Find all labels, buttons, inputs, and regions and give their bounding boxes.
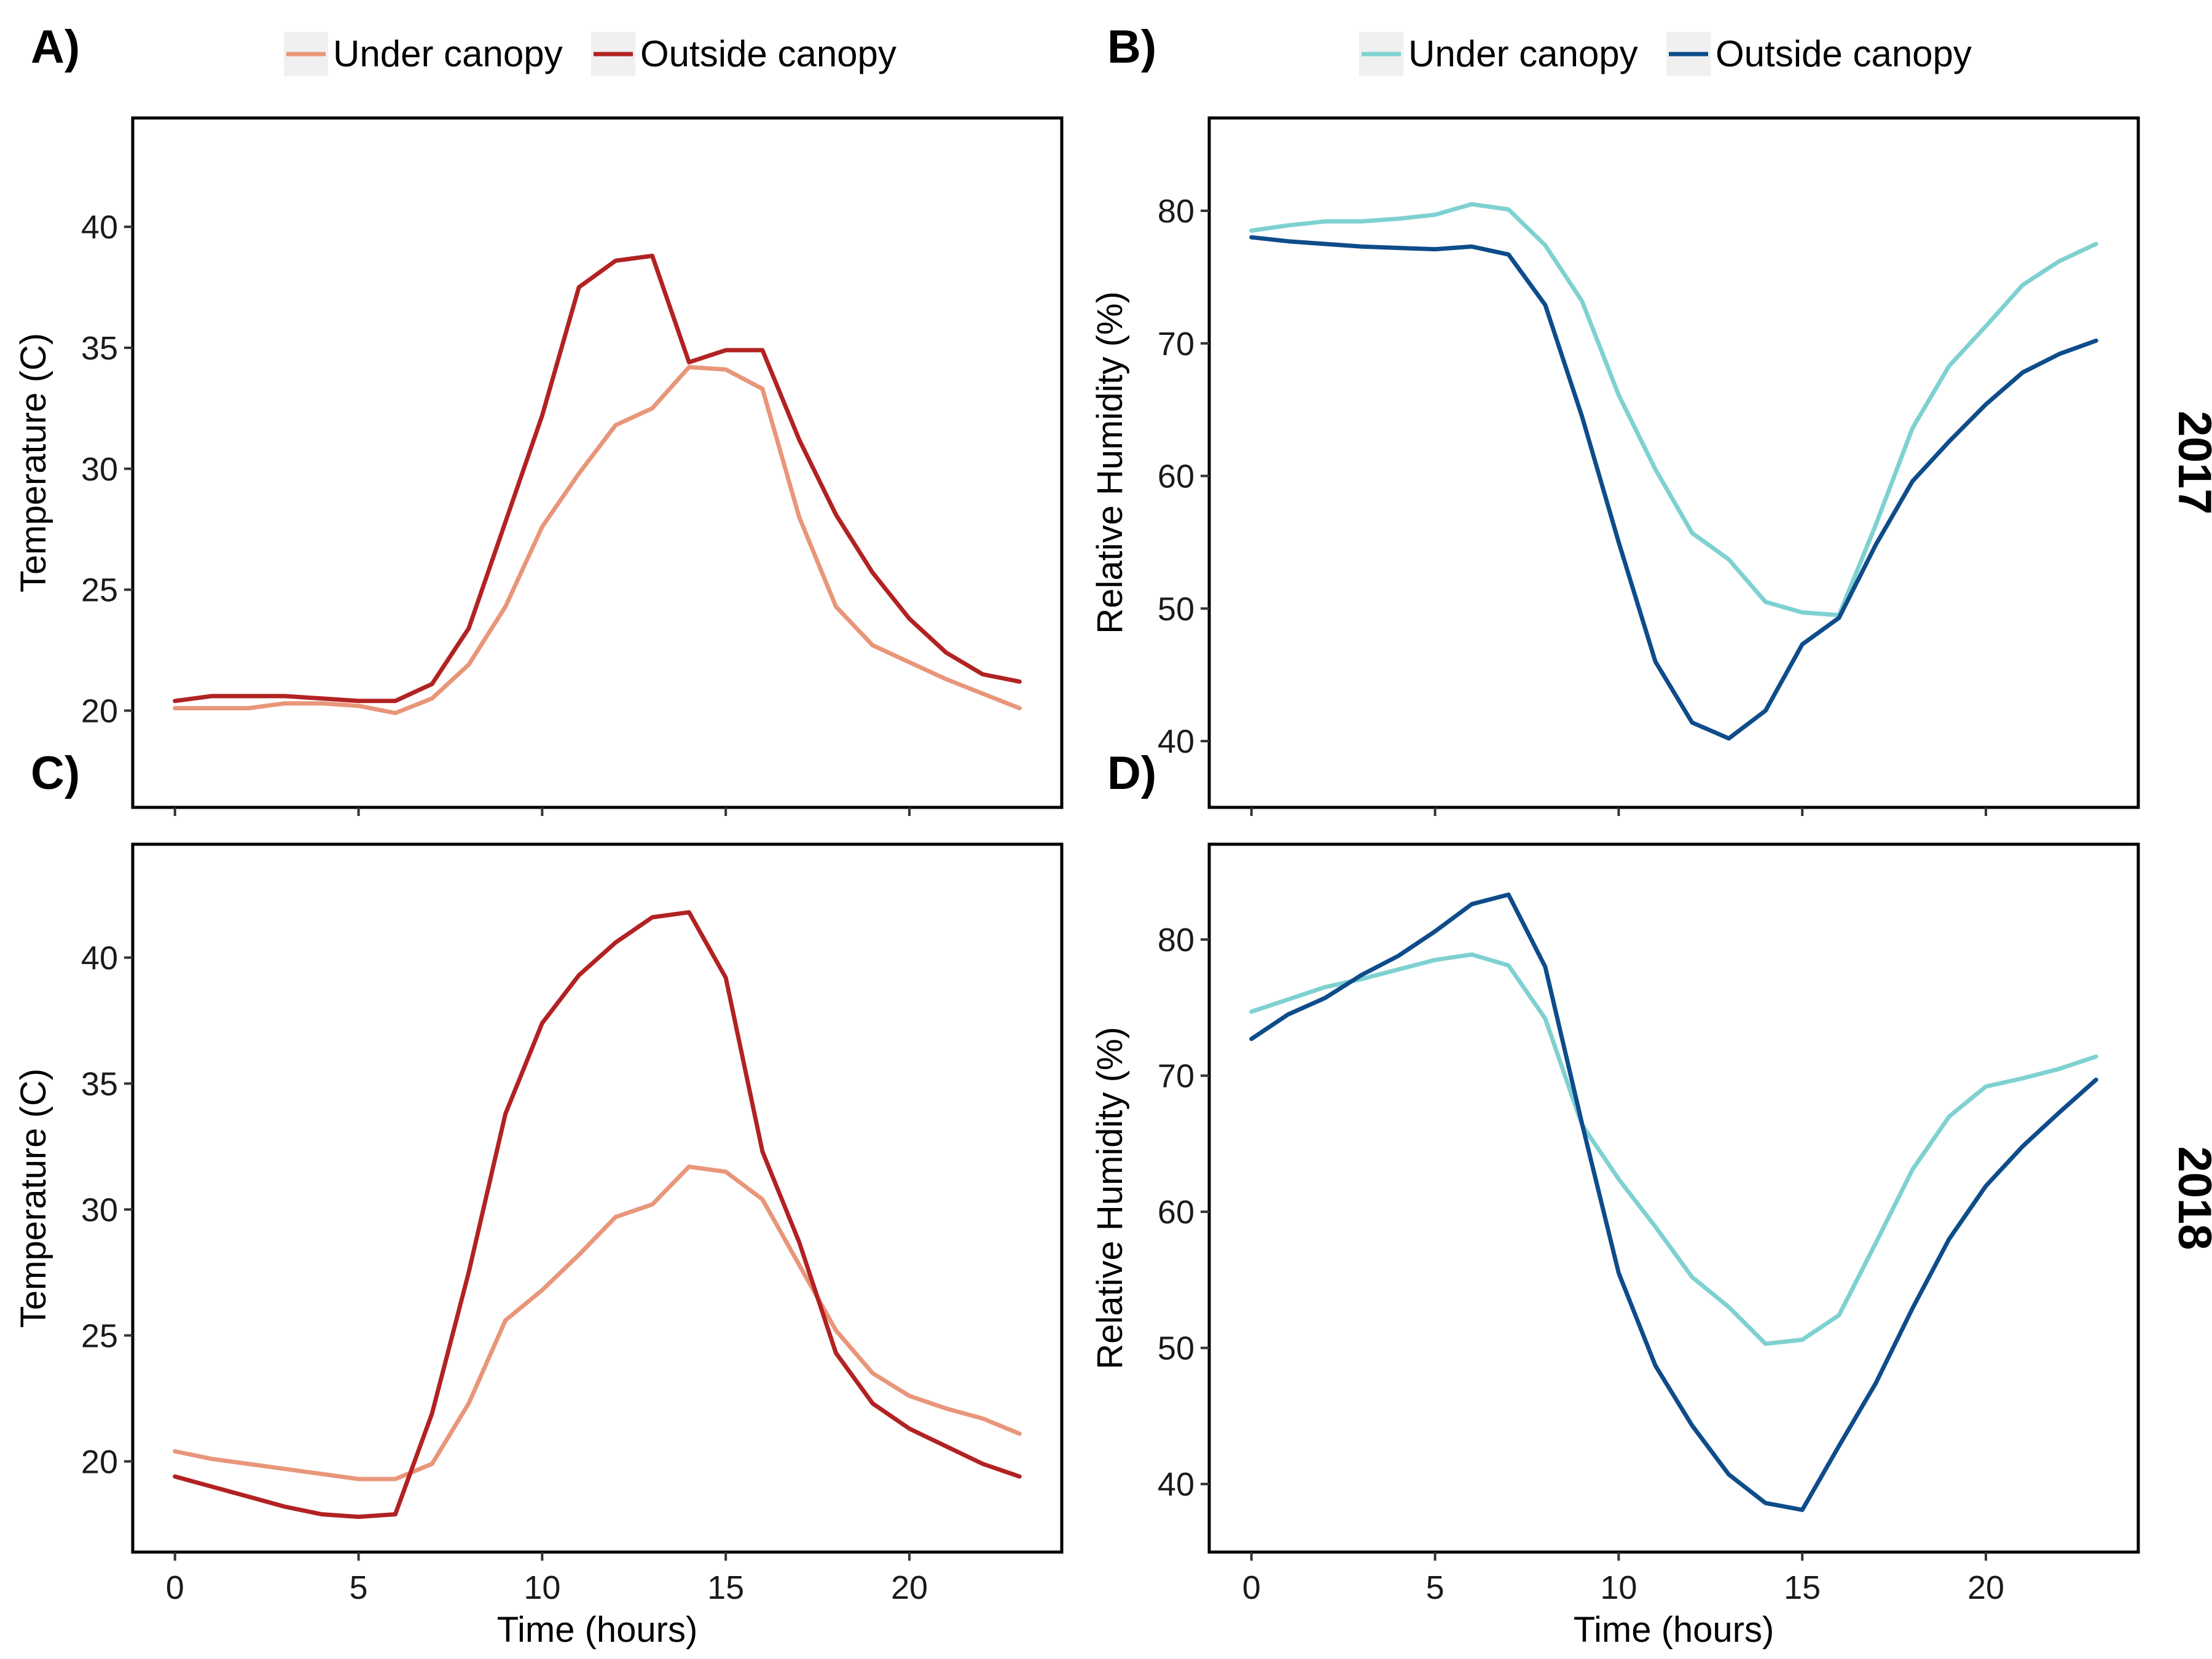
y-axis-title: Relative Humidity (%) bbox=[1090, 291, 1130, 634]
y-tick-label: 20 bbox=[81, 693, 118, 730]
legend-label-outside-canopy-cool: Outside canopy bbox=[1716, 33, 1972, 74]
y-tick-label: 70 bbox=[1158, 326, 1194, 363]
y-tick-label: 40 bbox=[81, 939, 118, 976]
panel-tag: B) bbox=[1107, 21, 1156, 73]
panel-tag: D) bbox=[1107, 747, 1156, 799]
x-tick-label: 20 bbox=[1967, 1569, 2004, 1606]
y-tick-label: 50 bbox=[1158, 1330, 1194, 1367]
y-tick-label: 40 bbox=[1158, 723, 1194, 760]
panel-b: 40 50 60 70 80 Relative Humidity (%) B) 2017 bbox=[1090, 21, 2212, 816]
x-tick-label: 5 bbox=[1426, 1569, 1445, 1606]
x-tick-label: 15 bbox=[1784, 1569, 1821, 1606]
panel-d: 40 50 60 70 80 0 5 10 15 20 Relative Humidity (%) T… bbox=[1090, 747, 2212, 1650]
y-axis-title: Temperature (C) bbox=[14, 1069, 53, 1328]
y-axis-title: Temperature (C) bbox=[14, 333, 53, 592]
y-tick-label: 40 bbox=[81, 209, 118, 246]
y-tick-label: 60 bbox=[1158, 1194, 1194, 1231]
panel-c: 20 25 30 35 40 0 5 10 15 20 Temperature (C) Time (h… bbox=[14, 747, 1062, 1650]
y-tick-label: 25 bbox=[81, 1317, 118, 1354]
panel-tag: A) bbox=[31, 21, 80, 73]
plot-frame bbox=[1209, 844, 2138, 1552]
y-tick-label: 70 bbox=[1158, 1058, 1194, 1095]
y-tick-label: 30 bbox=[81, 451, 118, 488]
y-tick-label: 30 bbox=[81, 1191, 118, 1228]
x-tick-label: 5 bbox=[350, 1569, 368, 1606]
y-tick-label: 20 bbox=[81, 1443, 118, 1480]
x-tick-label: 10 bbox=[1600, 1569, 1637, 1606]
y-tick-label: 25 bbox=[81, 572, 118, 609]
panel-a: 20 25 30 35 40 Temperature (C) A) bbox=[14, 21, 1062, 816]
y-tick-label: 80 bbox=[1158, 922, 1194, 959]
y-tick-label: 35 bbox=[81, 330, 118, 367]
legend-left: Under canopy Outside canopy bbox=[284, 32, 896, 76]
legend-label-under-canopy-cool: Under canopy bbox=[1408, 33, 1638, 74]
panel-tag: C) bbox=[31, 747, 80, 799]
x-axis-title: Time (hours) bbox=[1574, 1610, 1775, 1650]
x-tick-label: 0 bbox=[1242, 1569, 1261, 1606]
year-strip-label: 2018 bbox=[2168, 1146, 2212, 1250]
x-tick-label: 10 bbox=[524, 1569, 560, 1606]
y-tick-label: 60 bbox=[1158, 458, 1194, 495]
legend-right: Under canopy Outside canopy bbox=[1359, 32, 1972, 76]
legend-label-outside-canopy-warm: Outside canopy bbox=[640, 33, 896, 74]
x-tick-label: 20 bbox=[891, 1569, 928, 1606]
year-strip-label: 2017 bbox=[2168, 410, 2212, 514]
y-tick-label: 80 bbox=[1158, 193, 1194, 230]
x-tick-label: 15 bbox=[707, 1569, 744, 1606]
y-axis-title: Relative Humidity (%) bbox=[1090, 1027, 1130, 1370]
legend-label-under-canopy-warm: Under canopy bbox=[333, 33, 563, 74]
y-tick-label: 40 bbox=[1158, 1466, 1194, 1503]
x-tick-label: 0 bbox=[166, 1569, 184, 1606]
y-tick-label: 50 bbox=[1158, 590, 1194, 627]
y-tick-label: 35 bbox=[81, 1065, 118, 1102]
x-axis-title: Time (hours) bbox=[497, 1610, 698, 1650]
plot-frame bbox=[133, 844, 1062, 1552]
